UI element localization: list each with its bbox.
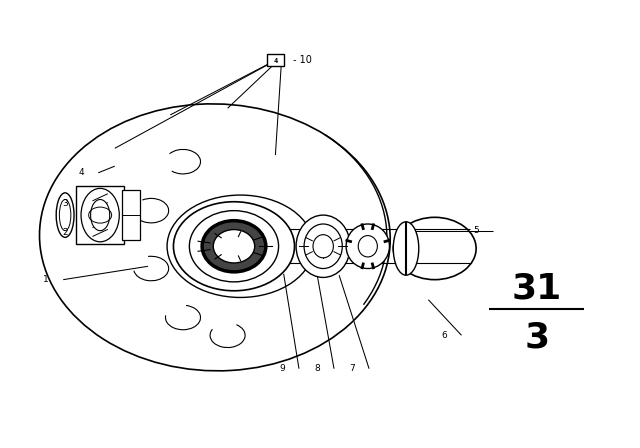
Circle shape (167, 195, 314, 297)
Ellipse shape (81, 188, 119, 242)
Ellipse shape (358, 236, 378, 257)
Ellipse shape (56, 193, 74, 237)
Ellipse shape (173, 202, 294, 291)
Bar (76, 186, 124, 244)
Text: 6: 6 (442, 331, 447, 340)
FancyBboxPatch shape (267, 54, 284, 66)
Text: 4: 4 (273, 58, 278, 64)
Ellipse shape (91, 199, 109, 231)
Text: 3: 3 (63, 199, 68, 208)
Text: 1: 1 (44, 275, 49, 284)
Bar (122, 190, 140, 240)
Text: 7: 7 (349, 364, 355, 373)
Ellipse shape (213, 229, 255, 263)
Ellipse shape (313, 235, 333, 258)
Text: 9: 9 (279, 364, 285, 373)
Ellipse shape (296, 215, 350, 277)
Ellipse shape (202, 221, 266, 272)
Ellipse shape (40, 104, 390, 371)
Ellipse shape (304, 224, 342, 268)
Ellipse shape (394, 217, 476, 280)
Ellipse shape (189, 211, 278, 282)
Text: 4: 4 (79, 168, 84, 177)
Text: 5: 5 (474, 226, 479, 235)
Text: - 10: - 10 (293, 55, 312, 65)
Ellipse shape (346, 224, 390, 268)
Text: 31: 31 (511, 271, 562, 306)
Text: 8: 8 (314, 364, 320, 373)
Ellipse shape (394, 222, 419, 275)
Text: 2: 2 (63, 228, 68, 237)
Text: 3: 3 (524, 320, 549, 354)
